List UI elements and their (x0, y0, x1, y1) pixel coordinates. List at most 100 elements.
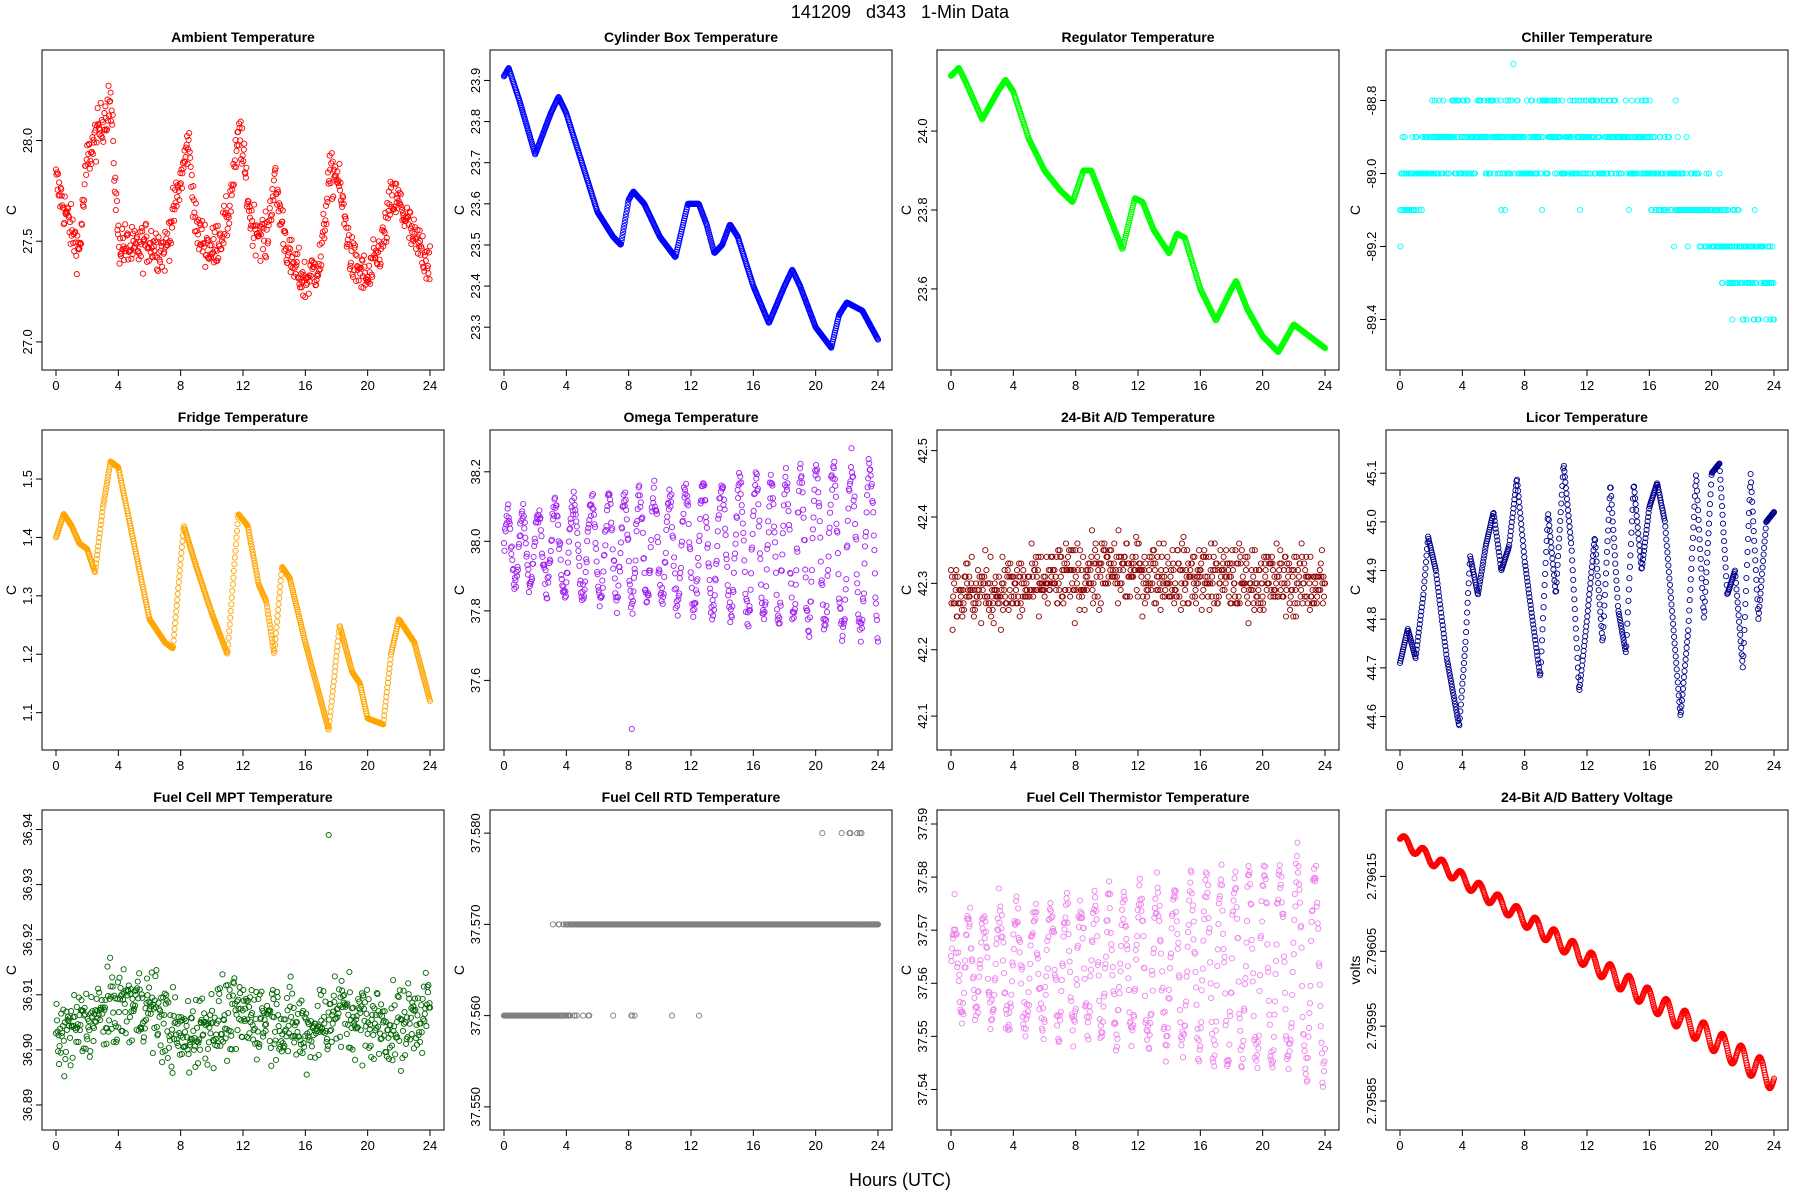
data-point (976, 573, 983, 580)
data-point (242, 170, 249, 177)
data-point (542, 567, 549, 574)
data-point (170, 202, 177, 209)
data-point (521, 519, 528, 526)
x-tick-label: 4 (563, 378, 570, 393)
data-point (687, 546, 694, 553)
data-point (771, 529, 778, 536)
data-point (328, 703, 335, 710)
plot-frame (936, 429, 1340, 751)
data-point (171, 217, 178, 224)
data-point (693, 590, 701, 597)
data-point (1401, 170, 1408, 177)
data-point (597, 594, 604, 601)
data-point (1185, 560, 1192, 567)
y-tick-label: 38.2 (468, 459, 483, 484)
data-point (1642, 97, 1650, 104)
data-point (556, 546, 563, 553)
data-point (703, 524, 710, 531)
data-point (1182, 580, 1189, 587)
data-point (808, 578, 815, 585)
data-point (589, 505, 596, 512)
data-point (670, 534, 677, 541)
data-point (1486, 170, 1494, 177)
data-point (786, 526, 793, 533)
data-point (137, 253, 144, 260)
data-point (1507, 170, 1514, 177)
data-point (1175, 560, 1182, 567)
data-point (53, 169, 61, 176)
data-point (622, 496, 629, 504)
data-point (1413, 133, 1420, 141)
data-point (733, 514, 741, 521)
data-point (1505, 97, 1512, 104)
data-point (224, 225, 231, 232)
data-point (732, 531, 740, 538)
data-point (274, 612, 281, 619)
data-point (1555, 97, 1562, 104)
x-tick-label: 0 (500, 758, 507, 773)
data-point (180, 165, 187, 172)
data-point (827, 509, 834, 516)
data-point (1133, 586, 1140, 594)
data-point (1104, 553, 1111, 560)
data-point (1130, 560, 1137, 567)
data-point (1036, 580, 1043, 587)
data-point (1673, 170, 1680, 177)
data-point (705, 560, 712, 567)
data-point (1089, 600, 1097, 607)
data-point (112, 207, 119, 214)
data-point (663, 526, 670, 533)
data-point (1671, 243, 1678, 250)
data-point (1097, 600, 1104, 607)
data-point (854, 589, 861, 596)
data-point (984, 580, 991, 587)
data-point (1672, 97, 1679, 104)
data-point (803, 607, 810, 614)
data-point (248, 540, 255, 547)
data-point (1129, 553, 1136, 560)
data-point (225, 214, 232, 221)
data-point (864, 484, 871, 491)
data-point (741, 568, 748, 575)
data-point (696, 537, 703, 545)
data-point (712, 577, 719, 584)
data-point (327, 713, 334, 720)
data-point (1035, 613, 1042, 620)
data-point (1118, 553, 1125, 560)
data-point (1087, 580, 1094, 587)
data-point (1004, 567, 1011, 574)
data-point (310, 263, 318, 270)
data-point (1086, 560, 1093, 567)
data-point (753, 471, 760, 478)
data-point (789, 616, 796, 623)
data-point (225, 641, 232, 648)
data-point (762, 601, 769, 608)
data-point (721, 506, 728, 513)
x-tick-label: 12 (1580, 378, 1594, 393)
data-point (651, 503, 658, 510)
data-point (109, 111, 116, 119)
data-point (91, 568, 99, 576)
data-point (202, 263, 209, 270)
data-point (506, 518, 513, 525)
data-point (872, 594, 879, 601)
data-point (947, 567, 955, 574)
data-point (345, 224, 352, 231)
data-point (1193, 573, 1201, 580)
data-point (856, 615, 863, 622)
data-point (424, 262, 431, 269)
data-point (55, 170, 62, 177)
data-point (257, 231, 264, 238)
x-tick-label: 8 (625, 378, 632, 393)
data-point (276, 595, 283, 602)
data-point (686, 539, 693, 546)
data-point (1729, 206, 1736, 214)
data-point (386, 665, 393, 672)
series-points (947, 527, 1329, 633)
data-point (1716, 170, 1723, 177)
data-point (780, 502, 787, 509)
data-point (253, 568, 260, 575)
data-point (979, 586, 986, 594)
data-point (225, 634, 232, 641)
